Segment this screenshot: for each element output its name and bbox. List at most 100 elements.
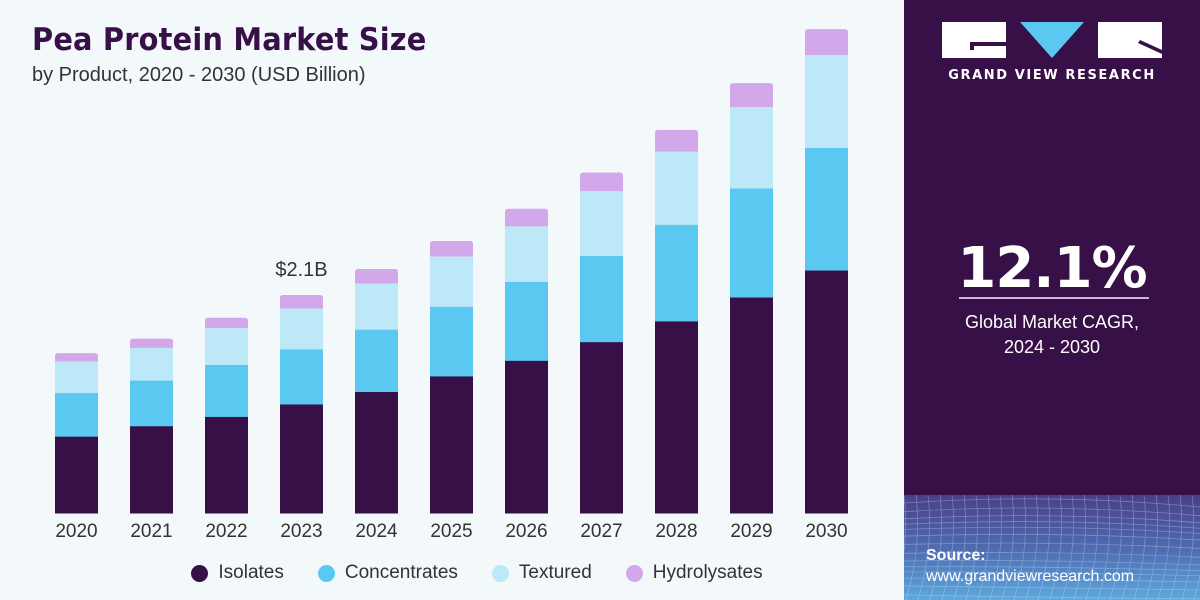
bar-segment-hydrolysates-2020 [55, 353, 98, 362]
bar-group-2024 [355, 269, 398, 514]
mesh-line [904, 495, 907, 555]
bar-segment-isolates-2020 [55, 436, 98, 514]
mesh-line [1001, 495, 1015, 600]
chart-panel: Pea Protein Market Size by Product, 2020… [0, 22, 904, 584]
chart-subtitle: by Product, 2020 - 2030 (USD Billion) [32, 64, 366, 86]
mesh-line [1181, 495, 1195, 600]
mesh-grid-decoration [904, 495, 1200, 600]
bar-segment-textured-2026 [505, 226, 548, 282]
bar-segment-concentrates-2023 [280, 348, 323, 405]
x-tick-label: 2025 [430, 521, 472, 542]
bar-segment-hydrolysates-2028 [655, 129, 698, 152]
mesh-line [1169, 495, 1183, 600]
legend: Isolates Concentrates Textured Hydrolysates [0, 562, 904, 584]
source-url[interactable]: www.grandviewresearch.com [926, 568, 1135, 585]
legend-swatch-icon [625, 564, 643, 582]
bar-segment-isolates-2030 [805, 270, 848, 514]
mesh-line [989, 495, 1003, 600]
bar-segment-hydrolysates-2025 [430, 240, 473, 257]
bar-segment-isolates-2028 [655, 320, 698, 514]
bar-segment-textured-2022 [205, 328, 248, 366]
mesh-line [1097, 495, 1111, 600]
mesh-line [929, 495, 943, 600]
mesh-line [904, 515, 1200, 524]
cagr-label-line2: 2024 - 2030 [1003, 337, 1101, 357]
cagr-label: Global Market CAGR, 2024 - 2030 [904, 310, 1200, 360]
source-label: Source: [926, 547, 986, 564]
bar-segment-concentrates-2024 [355, 329, 398, 393]
bar-segment-isolates-2022 [205, 416, 248, 514]
bar-segment-concentrates-2027 [580, 255, 623, 343]
bar-segment-hydrolysates-2030 [805, 29, 848, 56]
bar-segment-hydrolysates-2024 [355, 269, 398, 284]
legend-label: Hydrolysates [652, 562, 763, 583]
mesh-line [1193, 573, 1200, 600]
cagr-label-line1: Global Market CAGR, [964, 312, 1140, 332]
brand-name: GRAND VIEW RESEARCH [948, 68, 1156, 83]
mesh-line [977, 495, 991, 600]
legend-item-textured: Textured [491, 562, 592, 584]
x-tick-label: 2026 [505, 521, 547, 542]
bar-segment-textured-2021 [130, 347, 173, 381]
legend-label: Concentrates [344, 562, 458, 583]
mesh-line [905, 495, 919, 600]
mesh-line [1109, 495, 1123, 600]
mesh-line [904, 585, 1200, 591]
x-tick-label: 2029 [730, 521, 772, 542]
mesh-line [1073, 495, 1087, 600]
mesh-line [953, 495, 967, 600]
bar-segment-isolates-2027 [580, 341, 623, 514]
bar-segment-concentrates-2028 [655, 224, 698, 322]
bar-segment-concentrates-2022 [205, 364, 248, 417]
bar-segment-isolates-2024 [355, 391, 398, 514]
bar-segment-concentrates-2026 [505, 281, 548, 361]
legend-swatch-icon [317, 564, 335, 582]
mesh-line [941, 495, 955, 600]
x-tick-label: 2021 [130, 521, 172, 542]
mesh-line [904, 560, 1200, 566]
mesh-line [1025, 495, 1039, 600]
bar-segment-textured-2027 [580, 191, 623, 257]
source-panel-background [904, 495, 1200, 600]
mesh-line [904, 577, 1200, 583]
bar-segment-hydrolysates-2021 [130, 338, 173, 348]
mesh-line [904, 566, 1200, 572]
bar-segment-concentrates-2020 [55, 392, 98, 437]
bar-segment-textured-2023 [280, 308, 323, 350]
chart-title: Pea Protein Market Size [32, 22, 427, 58]
bar-group-2020 [55, 353, 98, 514]
mesh-line [1061, 495, 1075, 600]
brand-sidebar: GRAND VIEW RESEARCH 12.1% Global Market … [904, 0, 1200, 600]
bar-segment-concentrates-2030 [805, 147, 848, 271]
x-tick-label: 2030 [805, 521, 847, 542]
bar-segment-textured-2024 [355, 283, 398, 330]
mesh-line [904, 533, 1200, 541]
bar-segment-textured-2028 [655, 151, 698, 225]
legend-swatch-icon [491, 564, 509, 582]
mesh-line [1085, 495, 1099, 600]
bar-segment-textured-2020 [55, 361, 98, 394]
bar-group-2027 [580, 172, 623, 514]
mesh-line [904, 594, 1200, 600]
bar-segment-textured-2029 [730, 107, 773, 189]
bar-segment-hydrolysates-2022 [205, 317, 248, 329]
data-label-annotation: $2.1B [275, 259, 327, 281]
bar-segment-isolates-2026 [505, 360, 548, 514]
mesh-line [904, 507, 1200, 517]
source-block: Source: www.grandviewresearch.com [926, 545, 1134, 587]
mesh-line [904, 571, 1200, 577]
cagr-divider [959, 297, 1149, 299]
bar-group-2028 [655, 129, 698, 514]
x-tick-label: 2028 [655, 521, 697, 542]
x-tick-label: 2023 [280, 521, 322, 542]
x-tick-label: 2027 [580, 521, 622, 542]
x-tick-label: 2024 [355, 521, 398, 542]
bar-segment-textured-2025 [430, 256, 473, 307]
mesh-line [1013, 495, 1027, 600]
bar-group-2023 [280, 294, 323, 514]
mesh-line [965, 495, 979, 600]
mesh-line [904, 526, 1200, 534]
bar-group-2021 [130, 338, 173, 514]
x-tick-label: 2020 [55, 521, 97, 542]
gvr-logo-icon [942, 22, 1162, 58]
